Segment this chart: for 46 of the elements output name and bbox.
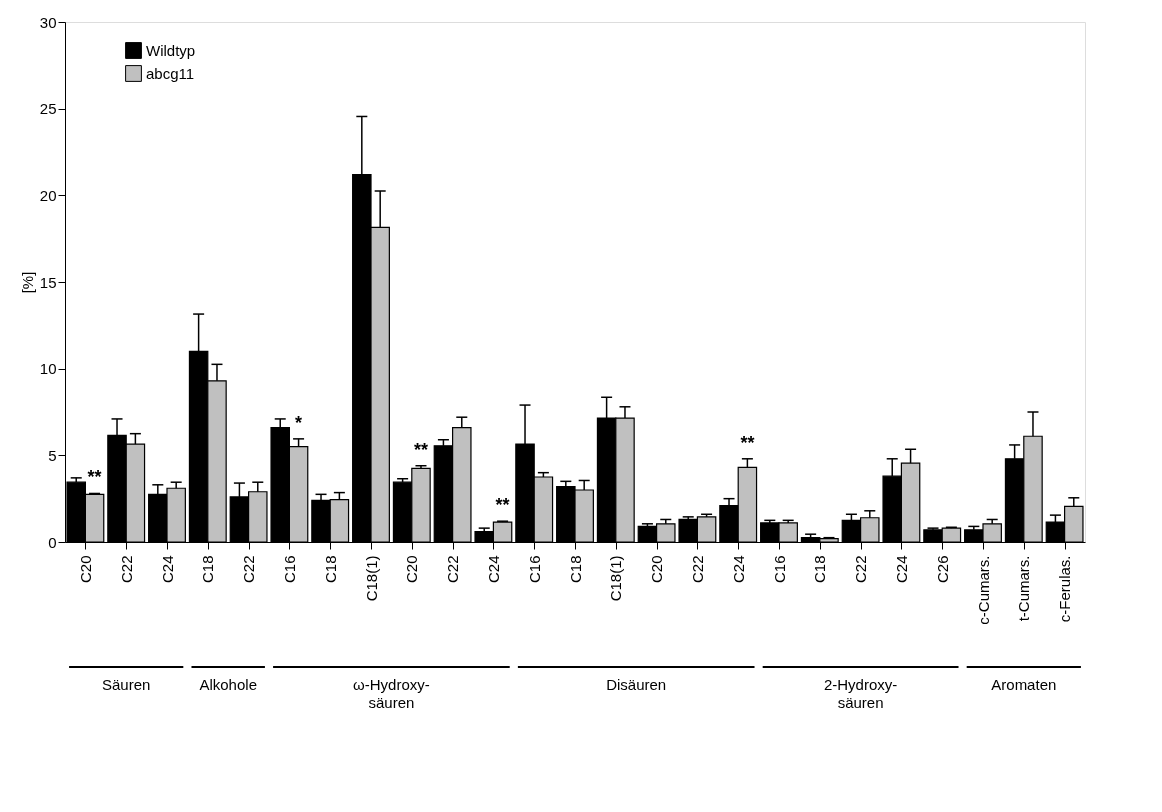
data-label: ** [413,439,428,460]
y-tick-label: 30 [39,13,57,31]
x-tick-label: C18 [811,555,829,584]
legend-label: Wildtyp [146,41,196,59]
x-tick-label: C22 [444,555,462,584]
text: Disäuren [606,676,667,693]
x-tick-label: C22 [117,555,135,584]
x-tick-label: C20 [403,555,421,584]
data-label: ** [87,467,102,488]
x-tick-label: C22 [240,555,258,584]
x-tick-label: C18(1) [607,555,625,602]
y-tick-label: 5 [48,446,57,464]
y-axis-title: [%] [18,271,36,294]
data-label: ** [740,432,755,453]
x-tick-label: C24 [158,555,176,584]
x-tick-label: C24 [484,555,502,584]
x-tick-label: C24 [729,555,747,584]
y-tick-label: 0 [48,533,57,551]
x-tick-label: C16 [525,555,543,584]
x-tick-label: C18 [199,555,217,584]
x-tick-label: C18 [321,555,339,584]
x-tick-label: C20 [76,555,94,584]
x-tick-label: C16 [770,555,788,584]
x-tick-label: C16 [280,555,298,584]
text: ω-Hydroxy-säuren [353,676,430,711]
x-tick-label: c-Ferulas. [1056,555,1074,623]
x-tick-label: C26 [933,555,951,584]
x-tick-label: C22 [852,555,870,584]
x-tick-label: C24 [892,555,910,584]
text: Aromaten [991,676,1057,693]
x-tick-label: C18(1) [362,555,380,602]
x-tick-label: C22 [688,555,706,584]
text: 2-Hydroxy-säuren [823,676,898,711]
y-tick-label: 25 [39,100,57,118]
x-tick-label: C18 [566,555,584,584]
text: Säuren [102,676,151,693]
x-tick-label: t-Cumars. [1015,555,1033,622]
y-tick-label: 20 [39,186,57,204]
legend-label: abcg11 [146,64,195,82]
text: Alkohole [199,676,257,693]
x-tick-label: c-Cumars. [974,555,992,625]
x-tick-label: C20 [648,555,666,584]
y-tick-label: 15 [39,273,57,291]
y-tick-label: 10 [39,360,57,378]
data-label: ** [495,495,510,516]
data-label: * [295,412,303,433]
